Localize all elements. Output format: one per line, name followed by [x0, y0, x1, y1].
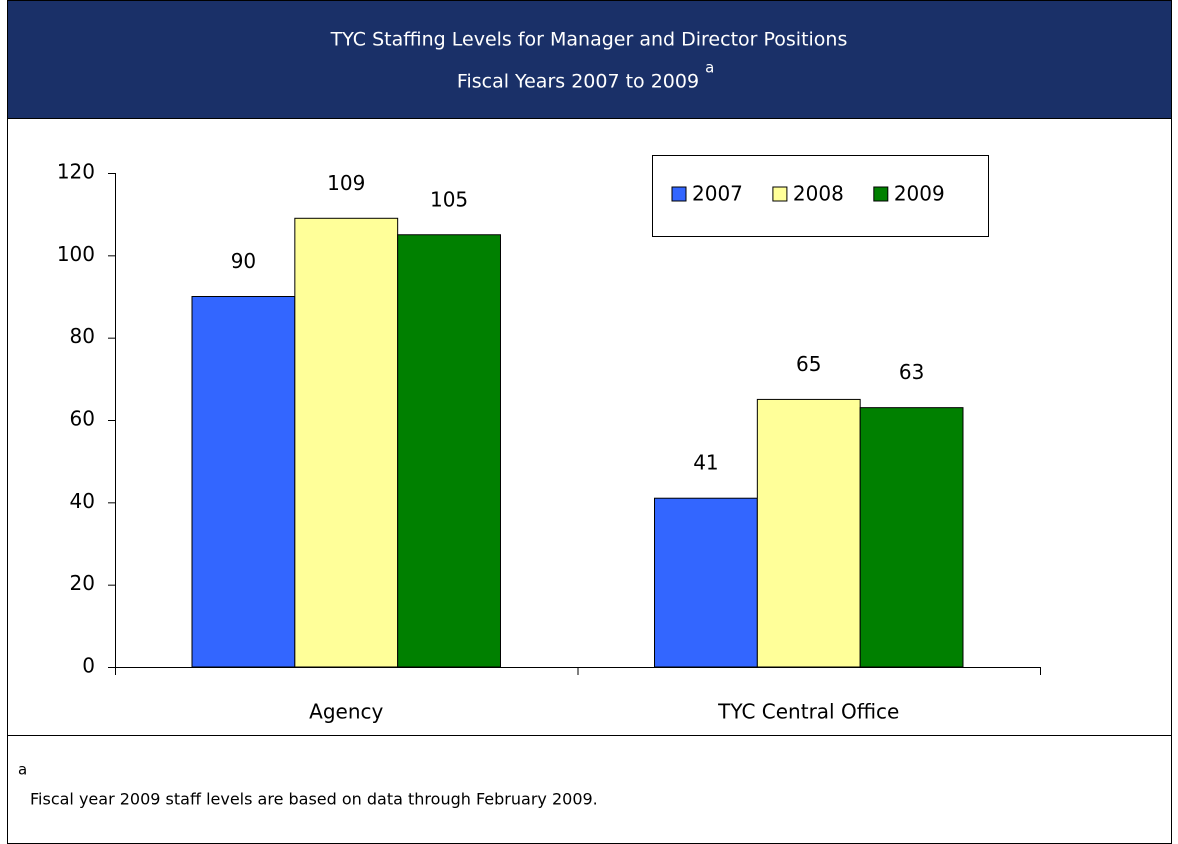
- y-tick-label: 60: [70, 407, 95, 431]
- y-tick-label: 120: [57, 160, 95, 184]
- y-tick-label: 80: [70, 324, 95, 348]
- legend-swatch: [772, 186, 788, 202]
- data-label: 63: [899, 360, 924, 384]
- data-label: 90: [231, 249, 256, 273]
- bar: [191, 296, 296, 668]
- legend-swatch: [671, 186, 687, 202]
- y-tick-label: 0: [82, 654, 95, 678]
- legend-label: 2007: [692, 182, 743, 206]
- data-label: 65: [796, 352, 821, 376]
- y-tick-label: 20: [70, 571, 95, 595]
- x-tick-label: TYC Central Office: [717, 700, 899, 724]
- bar: [397, 234, 501, 668]
- data-label: 105: [430, 187, 468, 211]
- chart-title: TYC Staffing Levels for Manager and Dire…: [330, 29, 848, 51]
- x-tick-label: Agency: [309, 700, 383, 724]
- chart-subtitle: Fiscal Years 2007 to 2009: [457, 71, 699, 93]
- data-label: 41: [693, 451, 718, 475]
- y-tick-label: 100: [57, 242, 95, 266]
- footnote-marker: a: [705, 59, 714, 77]
- footnote: Fiscal year 2009 staff levels are based …: [30, 790, 598, 809]
- legend-swatch: [873, 186, 889, 202]
- footnote-marker: a: [18, 761, 27, 779]
- data-label: 109: [327, 171, 365, 195]
- bar: [859, 407, 964, 668]
- legend-label: 2009: [894, 182, 945, 206]
- bar: [654, 497, 758, 668]
- legend: [652, 155, 989, 237]
- legend-label: 2008: [793, 182, 844, 206]
- header: [7, 0, 1172, 119]
- bar: [294, 217, 399, 668]
- y-tick-label: 40: [70, 489, 95, 513]
- frame: [7, 0, 1172, 844]
- bar: [756, 398, 861, 668]
